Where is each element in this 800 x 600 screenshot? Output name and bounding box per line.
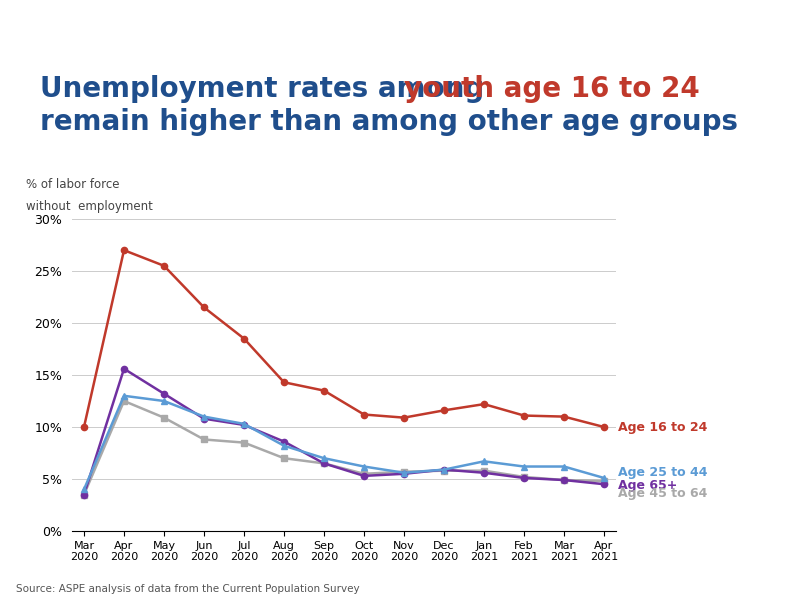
Text: Age 25 to 44: Age 25 to 44 <box>618 466 707 479</box>
Text: Age 45 to 64: Age 45 to 64 <box>618 487 707 500</box>
Text: without  employment: without employment <box>26 200 153 213</box>
Text: Age 65+: Age 65+ <box>618 479 678 492</box>
Text: remain higher than among other age groups: remain higher than among other age group… <box>40 108 738 136</box>
Text: Source: ASPE analysis of data from the Current Population Survey: Source: ASPE analysis of data from the C… <box>16 584 360 594</box>
Text: % of labor force: % of labor force <box>26 178 119 191</box>
Text: Unemployment rates among: Unemployment rates among <box>40 75 494 103</box>
Text: youth age 16 to 24: youth age 16 to 24 <box>404 75 700 103</box>
Text: 2: 2 <box>763 10 776 28</box>
Text: Age 16 to 24: Age 16 to 24 <box>618 421 707 433</box>
